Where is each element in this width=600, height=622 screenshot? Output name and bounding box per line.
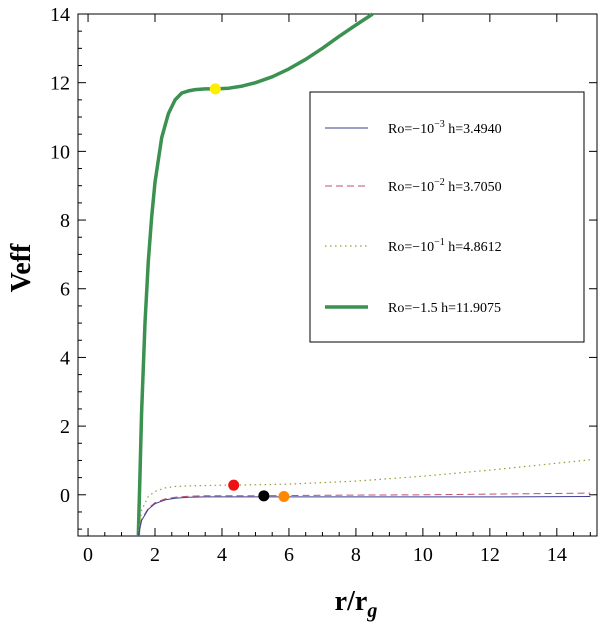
legend-label-tail: h=11.9075 <box>438 301 501 316</box>
y-axis-title: Veff <box>6 243 37 292</box>
ticks: 0 2 4 6 8 10 12 14 0 2 4 6 8 10 12 14 <box>50 4 597 566</box>
x-tick-label: 8 <box>351 544 361 566</box>
y-tick-label: 6 <box>60 279 70 301</box>
series-layer <box>136 12 591 537</box>
legend-label-2: Ro=−10−1 h=4.8612 <box>388 237 502 255</box>
x-tick-label: 4 <box>217 544 227 566</box>
legend-label-main: Ro=−10 <box>388 180 434 195</box>
x-axis-title-sub: g <box>366 600 377 622</box>
yellow-point-marker <box>209 83 221 95</box>
legend-label-tail: h=3.4940 <box>445 122 502 137</box>
y-tick-label: 12 <box>50 73 70 95</box>
legend-box <box>309 91 585 343</box>
x-tick-label: 6 <box>284 544 294 566</box>
legend-label-exp: −1 <box>434 237 445 248</box>
x-tick-label: 2 <box>150 544 160 566</box>
plot-frame <box>77 13 598 537</box>
x-axis-title: r/rg <box>335 586 378 622</box>
legend-label-exp: −3 <box>434 119 445 130</box>
x-tick-label: 0 <box>83 544 93 566</box>
y-tick-label: 2 <box>60 416 70 438</box>
red-point-marker <box>228 479 240 491</box>
orange-point-marker <box>278 491 290 503</box>
legend-label-0: Ro=−10−3 h=3.4940 <box>388 119 502 137</box>
legend-label-exp: −2 <box>434 177 445 188</box>
x-tick-label: 12 <box>480 544 500 566</box>
series-line-3 <box>136 12 374 537</box>
legend-label-1: Ro=−10−2 h=3.7050 <box>388 177 502 195</box>
y-tick-label: 10 <box>50 141 70 163</box>
black-point-marker <box>258 490 270 502</box>
y-tick-label: 8 <box>60 210 70 232</box>
y-tick-label: 4 <box>60 347 70 369</box>
y-tick-label: 14 <box>50 4 70 26</box>
legend-label-3: Ro=−1.5 h=11.9075 <box>388 301 501 316</box>
marker-layer <box>209 83 290 503</box>
legend-label-tail: h=4.8612 <box>445 240 502 255</box>
y-tick-label: 0 <box>60 485 70 507</box>
legend-label-main: Ro=−1.5 <box>388 301 438 316</box>
legend-label-main: Ro=−10 <box>388 122 434 137</box>
x-tick-label: 10 <box>413 544 433 566</box>
series-line-1 <box>137 492 591 537</box>
x-tick-label: 14 <box>547 544 567 566</box>
x-axis-title-main: r/r <box>335 586 368 617</box>
legend-label-main: Ro=−10 <box>388 240 434 255</box>
series-line-0 <box>137 496 591 537</box>
legend-label-tail: h=3.7050 <box>445 180 502 195</box>
series-line-2 <box>137 459 591 537</box>
